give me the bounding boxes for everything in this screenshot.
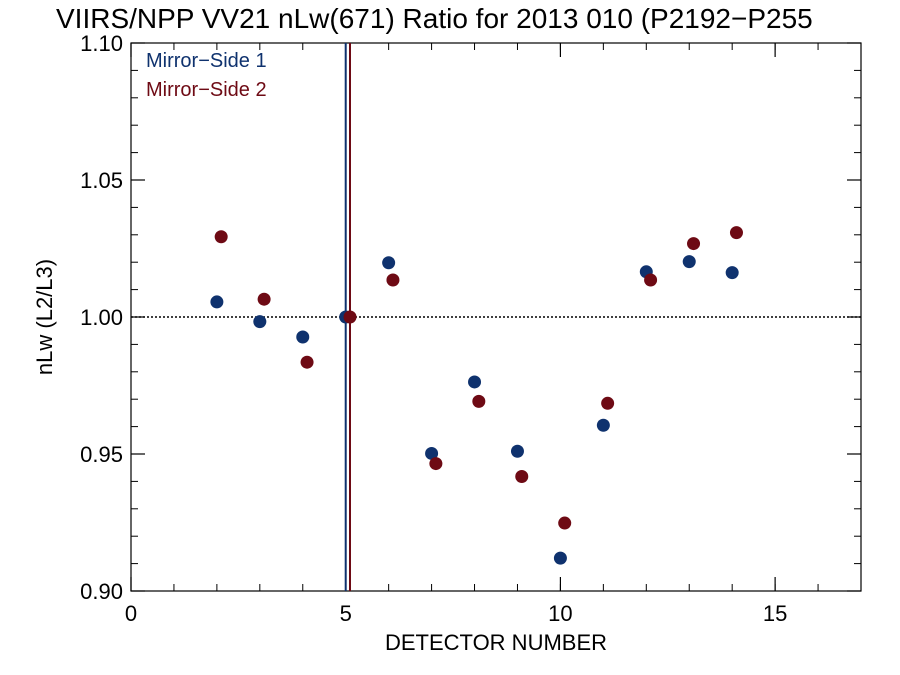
- x-tick-label: 0: [125, 601, 137, 626]
- data-point-series-1: [553, 551, 567, 565]
- data-point-series-1: [425, 446, 439, 460]
- data-point-series-2: [729, 226, 743, 240]
- y-tick-label: 1.00: [80, 305, 123, 330]
- data-point-series-1: [468, 375, 482, 389]
- data-point-series-1: [253, 315, 267, 329]
- data-point-series-2: [214, 230, 228, 244]
- data-point-series-2: [429, 457, 443, 471]
- chart-title: VIIRS/NPP VV21 nLw(671) Ratio for 2013 0…: [56, 3, 813, 34]
- data-point-series-1: [210, 295, 224, 309]
- data-point-series-1: [682, 255, 696, 269]
- data-point-series-1: [725, 266, 739, 280]
- legend-entry-mirror-side-1: Mirror−Side 1: [146, 50, 267, 72]
- data-point-series-1: [382, 256, 396, 270]
- data-point-series-2: [601, 396, 615, 410]
- data-point-series-2: [515, 469, 529, 483]
- data-point-series-2: [343, 310, 357, 324]
- x-axis-label: DETECTOR NUMBER: [385, 630, 607, 655]
- data-point-series-1: [296, 330, 310, 344]
- major-ticks: [130, 42, 861, 592]
- data-point-series-2: [386, 273, 400, 287]
- data-point-series-2: [300, 355, 314, 369]
- data-points: [210, 226, 743, 565]
- y-axis-label: nLw (L2/L3): [32, 259, 57, 375]
- data-point-series-2: [257, 292, 271, 306]
- y-tick-label: 1.10: [80, 31, 123, 56]
- y-tick-label: 0.90: [80, 579, 123, 604]
- data-point-series-2: [558, 516, 572, 530]
- data-point-series-2: [644, 273, 658, 287]
- y-tick-label: 1.05: [80, 168, 123, 193]
- x-tick-label: 15: [763, 601, 787, 626]
- y-tick-label: 0.95: [80, 442, 123, 467]
- data-point-series-2: [687, 237, 701, 251]
- x-tick-labels: 0 5 10 15: [125, 601, 787, 626]
- plot-area: [130, 42, 862, 592]
- data-point-series-2: [472, 394, 486, 408]
- data-point-series-1: [510, 444, 524, 458]
- data-point-series-1: [596, 418, 610, 432]
- legend-entry-mirror-side-2: Mirror−Side 2: [146, 79, 267, 101]
- x-tick-label: 10: [548, 601, 572, 626]
- legend: Mirror−Side 1 Mirror−Side 2: [146, 50, 267, 101]
- x-tick-label: 5: [340, 601, 352, 626]
- y-tick-labels: 0.90 0.95 1.00 1.05 1.10: [80, 31, 123, 604]
